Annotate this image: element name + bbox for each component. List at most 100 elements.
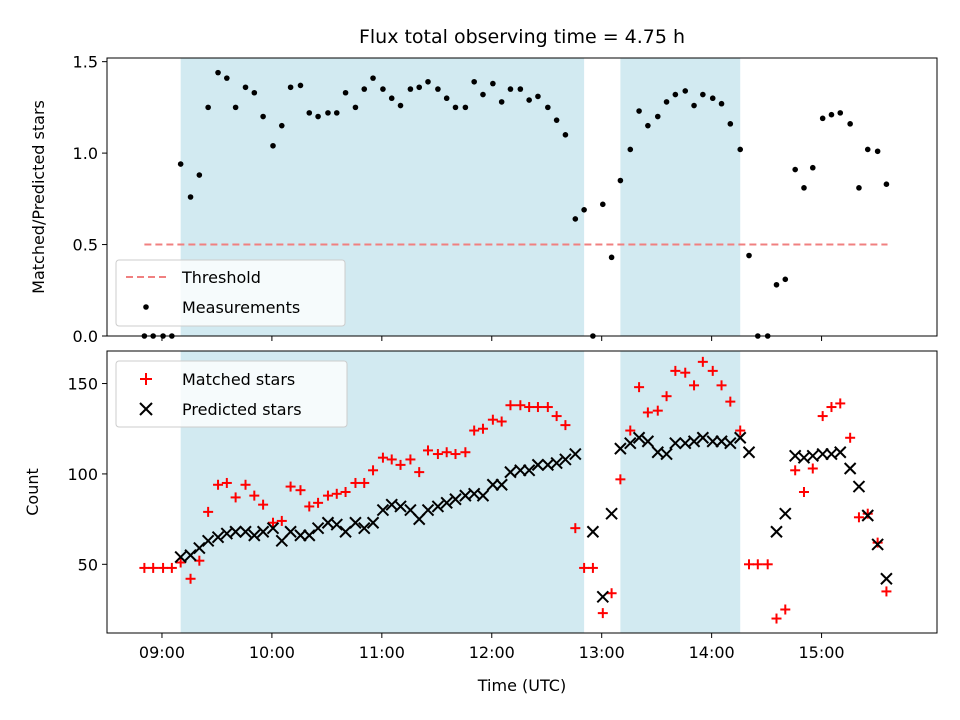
- predicted-point: [311, 521, 325, 535]
- predicted-point: [559, 453, 572, 466]
- matched-point: [313, 497, 324, 508]
- matched-point: [560, 420, 571, 431]
- measurement-point: [177, 161, 184, 167]
- predicted-point: [440, 496, 453, 510]
- measurement-point: [856, 185, 862, 191]
- matched-point: [642, 407, 653, 418]
- matched-point: [790, 465, 801, 476]
- measurement-point: [407, 86, 414, 92]
- measurement-point: [425, 78, 431, 85]
- predicted-point: [495, 478, 508, 491]
- predicted-point: [294, 529, 307, 542]
- measurement-point: [746, 252, 752, 259]
- matched-point: [515, 400, 526, 411]
- predicted-point: [569, 447, 582, 461]
- matched-point: [166, 562, 177, 573]
- measurement-point: [471, 78, 477, 85]
- measurement-point: [663, 99, 670, 105]
- measurement-point: [874, 148, 881, 155]
- measurement-point: [361, 86, 368, 92]
- matched-point: [276, 515, 287, 526]
- legend-matched-marker: [140, 373, 152, 385]
- matched-point: [460, 447, 471, 458]
- predicted-point: [449, 493, 462, 506]
- predicted-point: [706, 435, 719, 448]
- matched-point: [377, 452, 388, 463]
- panel-bottom: 50 100 150 09:00 10:00 11:00 12:00 13:00 14:00 1…: [23, 350, 938, 695]
- predicted-point: [605, 507, 618, 520]
- measurement-point: [691, 102, 697, 109]
- y-tick-label: 150: [67, 375, 98, 394]
- measurement-point: [435, 86, 441, 92]
- measurement-point: [517, 86, 524, 92]
- predicted-point: [734, 431, 747, 444]
- matched-point: [331, 488, 342, 499]
- x-axis-label: Time (UTC): [477, 676, 566, 695]
- measurement-point: [864, 146, 871, 153]
- legend-threshold-label: Threshold: [181, 268, 261, 287]
- y-tick-label: 1.5: [73, 53, 98, 72]
- x-tick-label: 15:00: [799, 643, 845, 662]
- x-tick-label: 13:00: [579, 643, 625, 662]
- measurement-point: [608, 254, 615, 261]
- predicted-point: [193, 541, 206, 555]
- measurement-point: [837, 110, 844, 116]
- matched-point: [240, 479, 251, 490]
- matched-point: [524, 402, 535, 413]
- bottom-axes-frame: [106, 350, 938, 634]
- top-x-ticks: [161, 336, 823, 341]
- matched-point: [716, 380, 727, 391]
- measurement-point: [600, 201, 606, 208]
- measurement-point: [782, 276, 789, 283]
- y-tick-label: 100: [67, 465, 98, 484]
- measurement-point: [847, 121, 853, 127]
- matched-point: [395, 459, 406, 470]
- measurement-point: [627, 146, 634, 153]
- matched-point: [175, 557, 186, 568]
- matched-point: [268, 517, 278, 528]
- measurement-point: [270, 142, 276, 149]
- matched-point: [798, 487, 809, 497]
- measurement-point: [809, 164, 816, 171]
- measurement-point: [773, 281, 780, 288]
- legend-predicted-marker: [139, 402, 153, 416]
- matched-point: [835, 398, 846, 409]
- measurement-point: [187, 194, 194, 200]
- measurement-point: [315, 113, 321, 120]
- matched-point: [469, 425, 480, 436]
- matched-point: [258, 499, 269, 510]
- matched-point: [670, 365, 681, 376]
- measurement-point: [682, 88, 689, 94]
- measurement-point: [636, 108, 642, 114]
- matched-point: [845, 432, 856, 443]
- bottom-shaded-interval-2: [620, 351, 741, 633]
- measurement-point: [498, 99, 505, 105]
- matched-point: [762, 559, 773, 570]
- matched-point: [405, 454, 416, 465]
- matched-point: [872, 537, 883, 548]
- matched-point: [634, 382, 645, 393]
- measurement-point: [388, 95, 395, 102]
- predicted-point: [266, 521, 280, 535]
- predicted-point: [834, 446, 847, 459]
- predicted-point: [303, 529, 316, 542]
- predicted-point: [806, 449, 819, 463]
- x-tick-label: 11:00: [359, 643, 405, 662]
- matched-point: [881, 586, 892, 597]
- predicted-point: [861, 509, 874, 522]
- predicted-point: [852, 480, 866, 493]
- matched-point: [735, 425, 746, 436]
- predicted-point: [724, 436, 737, 450]
- measurement-point: [828, 111, 835, 118]
- matched-point: [625, 425, 636, 436]
- matched-point: [606, 588, 617, 599]
- matched-point: [304, 501, 315, 512]
- predicted-point: [284, 525, 297, 538]
- predicted-point: [504, 465, 517, 479]
- matched-point: [697, 356, 708, 367]
- measurement-point: [342, 89, 349, 96]
- matched-point: [496, 416, 507, 427]
- predicted-point: [256, 525, 270, 538]
- measurement-point: [232, 104, 239, 111]
- top-y-axis: 0.0 0.5 1.0 1.5: [73, 53, 107, 346]
